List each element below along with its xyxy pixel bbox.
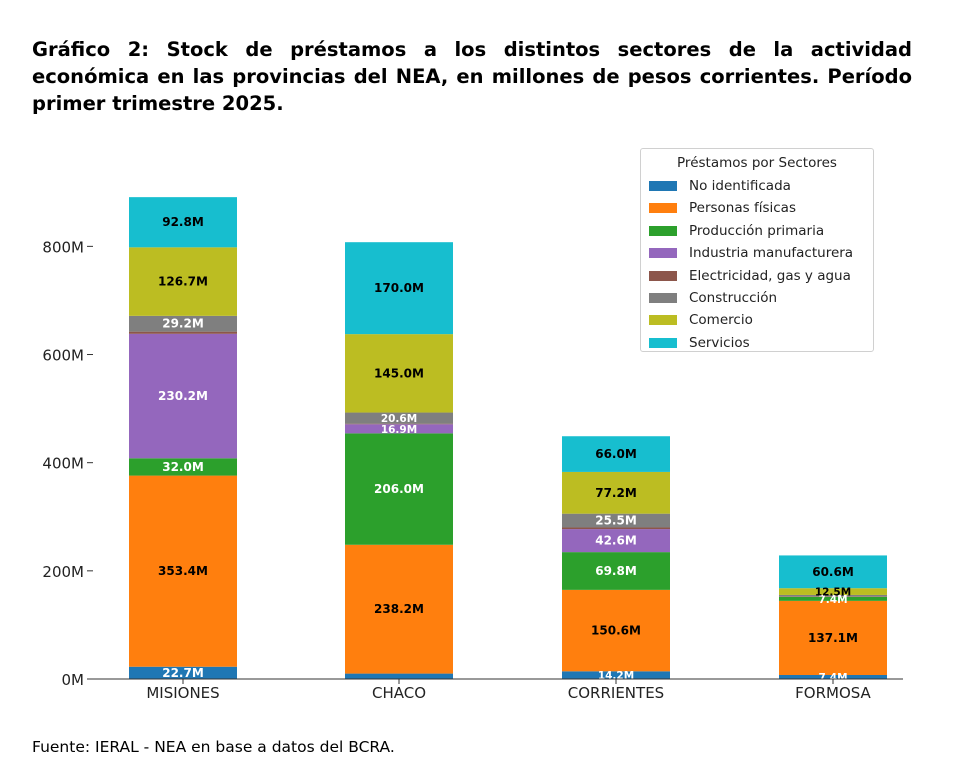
data-label: 353.4M [158,564,208,578]
bar-segment [129,247,237,316]
bar-segment [345,423,453,425]
data-label: 12.5M [815,587,851,599]
legend-label: Producción primaria [689,222,825,239]
bar-segment [562,671,670,679]
legend-item: Comercio [649,310,753,330]
data-label: 20.6M [381,413,417,425]
data-label: 42.6M [595,534,637,548]
bar-segment [345,412,453,424]
legend-label: Electricidad, gas y agua [689,267,851,284]
legend-item: Producción primaria [649,221,824,241]
bar-segment [562,436,670,472]
bar-segment [129,458,237,476]
y-tick-label: 800M [42,238,84,256]
legend-swatch [649,337,677,348]
bar-segment [779,588,887,595]
data-label: 92.8M [162,215,204,229]
legend-swatch [649,315,677,326]
legend-item: Servicios [649,333,750,353]
bar-segment [345,334,453,413]
legend-item: Electricidad, gas y agua [649,266,851,286]
bar-segment [779,674,887,679]
bar-segment [129,197,237,248]
bar-segment [129,331,237,334]
bar-segment [779,600,887,675]
legend-title: Préstamos por Sectores [677,155,837,171]
chart-title: Gráfico 2: Stock de préstamos a los dist… [32,38,912,115]
legend-label: No identificada [689,178,791,194]
legend-swatch [649,181,677,191]
data-label: 145.0M [374,366,424,380]
legend-item: No identificada [649,176,791,196]
bar-segment [129,333,237,459]
legend-swatch [649,248,677,259]
axes-layer: 0M 200M 400M 600M 800M MISIONES CHACO CORRIENTE… [42,238,903,702]
data-label: 126.7M [158,275,208,289]
bar-segment [345,544,453,674]
legend-swatch [649,225,677,236]
data-label: 230.2M [158,389,208,403]
data-label: 66.0M [595,447,637,461]
data-label: 25.5M [595,514,637,528]
data-label: 206.0M [374,482,424,496]
bar-segment [779,596,887,597]
data-label: 16.9M [381,424,417,436]
bar-segment [779,594,887,597]
bar-segment [345,433,453,545]
y-tick-label: 200M [42,563,84,581]
chart-legend: Préstamos por Sectores No identificada Pe… [640,148,874,352]
bar-segment [129,666,237,679]
bar-segment [779,555,887,589]
bar-segment [345,242,453,335]
bar-segment [562,529,670,553]
bar-segment [345,673,453,679]
legend-label: Servicios [689,334,750,351]
legend-item: Construcción [649,288,777,308]
legend-item: Industria manufacturera [649,243,853,263]
y-tick-label: 600M [42,347,84,365]
bar-segment [345,424,453,434]
data-label: 7.4M [818,594,847,606]
data-label: 29.2M [162,317,204,331]
bar-segment [562,471,670,514]
bar-segment [779,596,887,601]
x-tick-label: CORRIENTES [568,684,664,702]
legend-label: Comercio [689,312,753,329]
data-label: 7.4M [818,672,847,684]
bar-segment [562,589,670,672]
data-label: 22.7M [162,666,204,680]
data-label: 32.0M [162,460,204,474]
legend-swatch [649,203,677,214]
bar-segment [562,552,670,590]
bar-segment [562,513,670,528]
y-tick-label: 400M [42,455,84,473]
data-label: 60.6M [812,565,854,579]
source-note: Fuente: IERAL - NEA en base a datos del … [32,738,395,756]
data-label: 150.6M [591,624,641,638]
data-label: 170.0M [374,281,424,295]
data-label: 238.2M [374,602,424,616]
y-tick-label: 0M [62,671,85,689]
bar-segment [129,315,237,332]
bar-segment [562,527,670,530]
data-label: 77.2M [595,486,637,500]
bars-layer: 22.7M 353.4M 32.0M 230.2M 29.2M 126.7M 92.8M 23… [129,197,887,684]
x-tick-label: CHACO [372,684,426,702]
x-tick-label: MISIONES [146,684,219,702]
data-label: 69.8M [595,564,637,578]
legend-label: Personas físicas [689,200,796,217]
data-label: 137.1M [808,631,858,645]
x-tick-label: FORMOSA [795,684,871,702]
legend-label: Industria manufacturera [689,245,854,262]
bar-segment [129,475,237,667]
legend-swatch [649,270,677,281]
legend-item: Personas físicas [649,198,796,218]
legend-swatch [649,293,677,303]
legend-label: Construcción [689,290,778,306]
